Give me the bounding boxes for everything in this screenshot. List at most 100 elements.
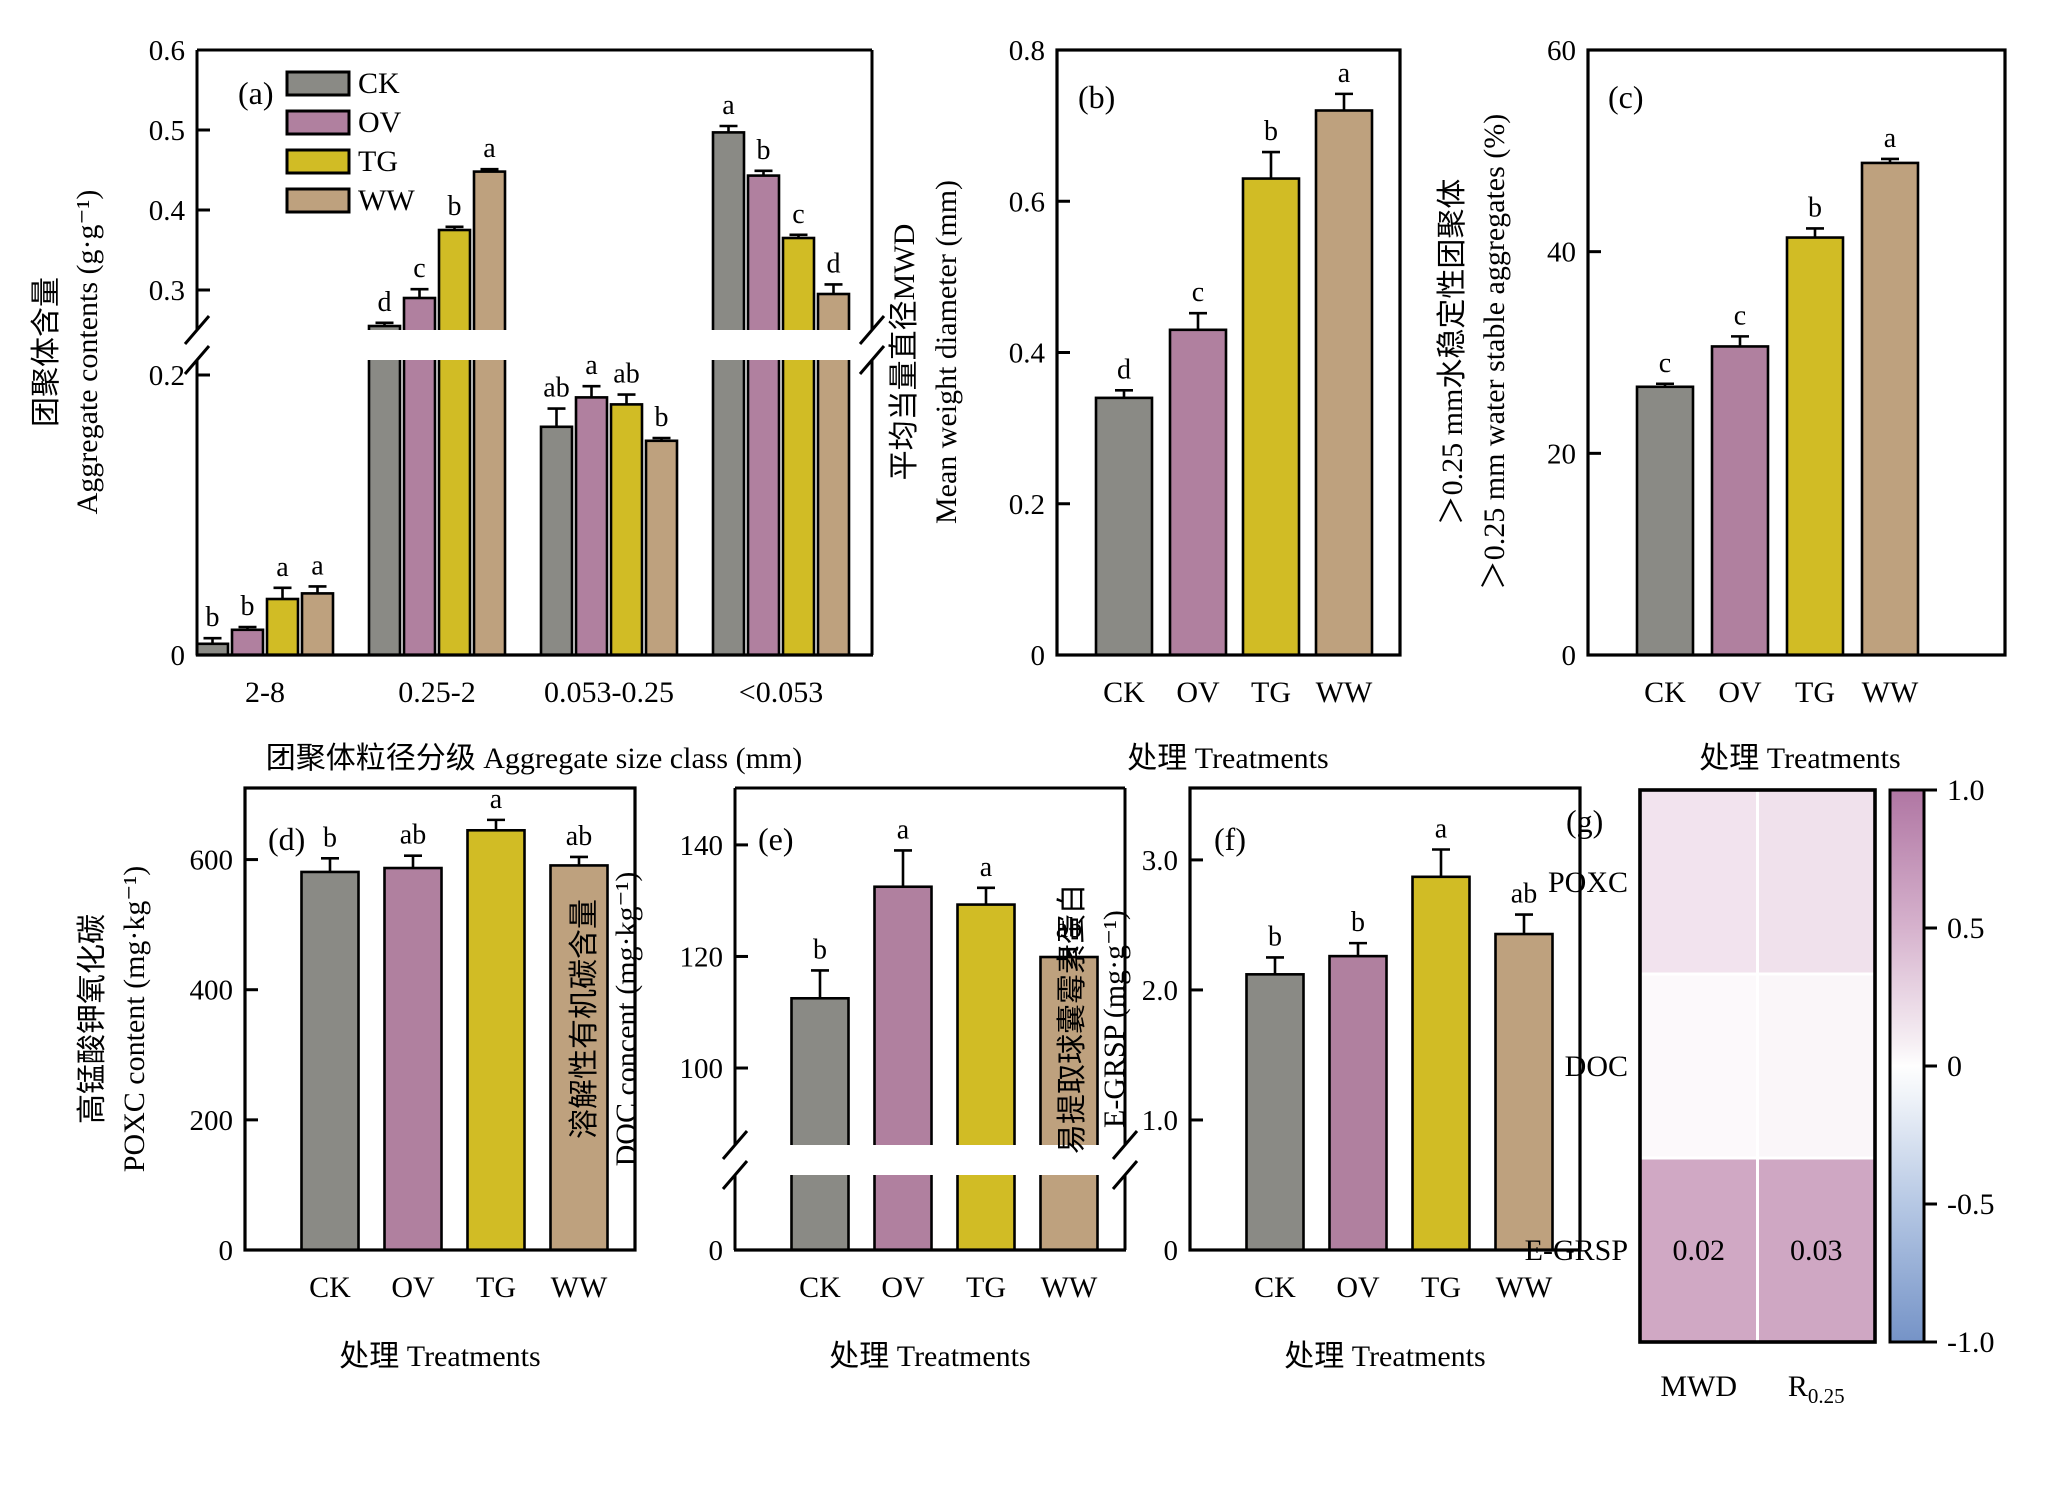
bar-WW: [549, 864, 609, 1252]
legend-label-CK: CK: [358, 67, 400, 100]
y-tick-label: 60: [1547, 35, 1576, 67]
bar-CK: [790, 996, 850, 1252]
axis-break-mark: [183, 345, 211, 375]
x-tick-label: TG: [1421, 1271, 1461, 1304]
sig-letter: a: [897, 814, 910, 845]
y-axis-title: Mean weight diameter (mm): [930, 180, 963, 524]
axis-break-gap: [733, 1145, 1127, 1175]
y-tick-label: 0: [1031, 640, 1046, 672]
x-tick-label: WW: [551, 1271, 608, 1304]
sig-letter: b: [241, 591, 255, 622]
y-tick-label: 3.0: [1142, 845, 1178, 877]
y-tick-label: 2.0: [1142, 975, 1178, 1007]
heatmap-col-label: R0.25: [1788, 1370, 1845, 1408]
bar-TG-<0.053: [781, 236, 816, 657]
heatmap-row-label: POXC: [1548, 866, 1628, 899]
panel-e-doc-chart: b a a ab 100 120 140 0 CK OV TG WW 处理 Treatments 溶解性有…: [568, 786, 1139, 1373]
bar-WW: [1314, 109, 1374, 657]
x-tick-label: 0.25-2: [398, 676, 476, 709]
bar-CK: [1094, 396, 1154, 657]
panel-tag: (b): [1078, 79, 1115, 115]
bar-CK: [1245, 973, 1305, 1252]
x-tick-label: OV: [1336, 1271, 1380, 1304]
y-tick-label: 0: [1164, 1235, 1179, 1267]
bar-WW-0.25-2: [472, 170, 507, 657]
sig-letter: d: [827, 248, 841, 279]
legend-label-OV: OV: [358, 106, 402, 139]
y-axis-title: 溶解性有机碳含量: [568, 899, 601, 1139]
bar-TG-2-8: [265, 597, 300, 657]
y-axis-title: POXC content (mg·kg⁻¹): [118, 866, 151, 1172]
sig-letter: a: [1435, 814, 1448, 845]
x-tick-label: WW: [1496, 1271, 1553, 1304]
sig-letter: a: [980, 852, 993, 883]
colorbar-tick-label: -1.0: [1947, 1326, 1995, 1359]
sig-letter: b: [1351, 907, 1365, 938]
x-tick-label: 2-8: [245, 676, 285, 709]
panel-tag: (d): [268, 821, 305, 857]
plot-border: [243, 786, 637, 1252]
y-tick-label: 0.8: [1009, 35, 1045, 67]
bar-CK-0.25-2: [367, 324, 402, 657]
colorbar-tick-label: 0.5: [1947, 912, 1985, 945]
bar-TG: [1411, 875, 1471, 1252]
y-tick-label: 0.4: [1009, 338, 1046, 370]
sig-letter: a: [311, 550, 324, 581]
y-tick-label: 0.5: [149, 115, 185, 147]
panel-tag: (f): [1214, 821, 1246, 857]
colorbar: [1888, 788, 1926, 1344]
sig-letter: c: [1734, 300, 1746, 331]
bar-OV: [1710, 345, 1770, 657]
x-tick-label: WW: [1041, 1271, 1098, 1304]
plot-border: [1586, 48, 2007, 657]
y-axis-title: ＞0.25 mm水稳定性团聚体: [1436, 179, 1469, 526]
bar-TG: [1241, 177, 1301, 657]
panel-d-poxc-chart: b ab a ab 0 200 400 600 CK OV TG WW 处理 Treatments 高锰酸…: [76, 784, 637, 1373]
y-tick-label: 0.3: [149, 275, 185, 307]
colorbar-tick-label: 0: [1947, 1050, 1962, 1083]
heatmap-cell-POXC-R0.25: [1757, 790, 1875, 974]
y-tick-label: 600: [190, 845, 234, 877]
sig-letter: c: [792, 199, 804, 230]
x-tick-label: TG: [1251, 676, 1291, 709]
y-tick-label: 0: [219, 1235, 234, 1267]
y-tick-label: 0.6: [149, 35, 185, 67]
sig-letter: ab: [613, 359, 639, 390]
legend-swatch-TG: [285, 148, 351, 175]
panel-tag: (e): [758, 821, 794, 857]
axis-break-mark: [183, 315, 211, 345]
x-axis-title: 团聚体粒径分级 Aggregate size class (mm): [266, 742, 803, 775]
sig-letter: b: [206, 602, 220, 633]
y-axis-title: 易提取球囊霉素蛋白: [1056, 884, 1089, 1154]
x-tick-label: WW: [1862, 676, 1919, 709]
bar-TG: [956, 903, 1016, 1252]
y-axis-title: 团聚体含量: [30, 277, 63, 427]
y-tick-label: 140: [680, 830, 724, 862]
bar-OV-<0.053: [746, 174, 781, 657]
y-axis-title: Aggregate contents (g·g⁻¹): [71, 190, 104, 515]
sig-letter: c: [1659, 348, 1671, 379]
sig-letter: c: [1192, 277, 1204, 308]
y-tick-label: 400: [190, 975, 234, 1007]
sig-letter: b: [1268, 921, 1282, 952]
x-tick-label: OV: [881, 1271, 925, 1304]
heatmap-cell-E-GRSP-R0.25: [1757, 1158, 1875, 1342]
panel-tag: (a): [238, 75, 274, 111]
heatmap-cell-POXC-MWD: [1640, 790, 1758, 974]
panel-b-mwd-chart: d c b a 0 0.2 0.4 0.6 0.8 CK OV TG WW 处理 Treatments 平均…: [888, 35, 1402, 775]
heatmap-cell-DOC-R0.25: [1757, 974, 1875, 1158]
heatmap-cell-E-GRSP-MWD: [1640, 1158, 1758, 1342]
y-tick-label: 0.2: [1009, 489, 1045, 521]
sig-letter: b: [323, 822, 337, 853]
bar-TG: [466, 828, 526, 1252]
panel-tag: (g): [1566, 803, 1603, 839]
colorbar-tick-label: -0.5: [1947, 1188, 1995, 1221]
sig-letter: b: [448, 191, 462, 222]
sig-letter: b: [757, 135, 771, 166]
legend-swatch-WW: [285, 187, 351, 214]
bar-OV-2-8: [230, 628, 265, 657]
axis-break-mark: [858, 345, 886, 375]
x-axis-title: 处理 Treatments: [1284, 1340, 1485, 1373]
